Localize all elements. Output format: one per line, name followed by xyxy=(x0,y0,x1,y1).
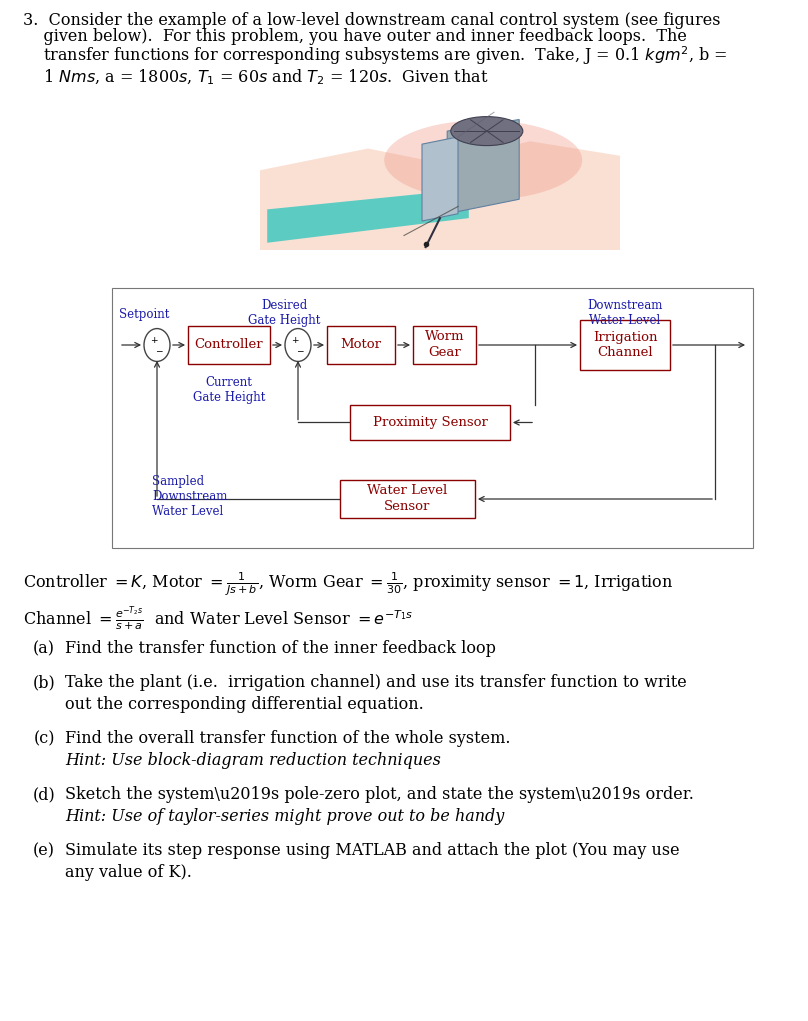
Text: given below).  For this problem, you have outer and inner feedback loops.  The: given below). For this problem, you have… xyxy=(23,28,687,45)
Text: (e): (e) xyxy=(33,842,55,859)
Text: Proximity Sensor: Proximity Sensor xyxy=(372,416,487,429)
Text: out the corresponding differential equation.: out the corresponding differential equat… xyxy=(65,696,423,713)
Polygon shape xyxy=(260,141,620,250)
Text: any value of K).: any value of K). xyxy=(65,864,191,881)
Text: 3.  Consider the example of a low-level downstream canal control system (see fig: 3. Consider the example of a low-level d… xyxy=(23,12,720,29)
Text: Take the plant (i.e.  irrigation channel) and use its transfer function to write: Take the plant (i.e. irrigation channel)… xyxy=(65,674,687,691)
Text: +: + xyxy=(150,336,158,345)
Polygon shape xyxy=(267,189,469,243)
Text: Find the overall transfer function of the whole system.: Find the overall transfer function of th… xyxy=(65,730,511,747)
Text: (c): (c) xyxy=(33,730,55,747)
Text: (d): (d) xyxy=(32,786,55,803)
FancyBboxPatch shape xyxy=(327,326,395,364)
Text: Channel $= \frac{e^{-T_2 s}}{s+a}$  and Water Level Sensor $= e^{-T_1 s}$: Channel $= \frac{e^{-T_2 s}}{s+a}$ and W… xyxy=(23,604,413,633)
Text: (b): (b) xyxy=(32,674,55,691)
Text: Hint: Use block-diagram reduction techniques: Hint: Use block-diagram reduction techni… xyxy=(65,752,441,769)
Text: +: + xyxy=(291,336,298,345)
Text: (a): (a) xyxy=(33,640,55,657)
Text: Find the transfer function of the inner feedback loop: Find the transfer function of the inner … xyxy=(65,640,496,657)
Text: Downstream
Water Level: Downstream Water Level xyxy=(587,299,663,327)
Text: Hint: Use of taylor-series might prove out to be handy: Hint: Use of taylor-series might prove o… xyxy=(65,808,504,825)
Text: −: − xyxy=(296,346,303,355)
Text: Current
Gate Height: Current Gate Height xyxy=(193,376,265,404)
Circle shape xyxy=(285,329,311,361)
Text: Setpoint: Setpoint xyxy=(119,308,170,321)
FancyBboxPatch shape xyxy=(413,326,476,364)
Text: Sketch the system\u2019s pole-zero plot, and state the system\u2019s order.: Sketch the system\u2019s pole-zero plot,… xyxy=(65,786,694,803)
Polygon shape xyxy=(447,119,520,213)
Text: transfer functions for corresponding subsystems are given.  Take, J = 0.1 $kgm^2: transfer functions for corresponding sub… xyxy=(23,44,727,66)
Polygon shape xyxy=(422,137,458,221)
FancyBboxPatch shape xyxy=(188,326,270,364)
Text: −: − xyxy=(154,346,162,355)
Text: Water Level
Sensor: Water Level Sensor xyxy=(368,485,448,514)
Circle shape xyxy=(144,329,170,361)
Text: Controller: Controller xyxy=(195,339,263,351)
Text: Irrigation
Channel: Irrigation Channel xyxy=(593,331,657,359)
FancyBboxPatch shape xyxy=(350,405,510,440)
FancyBboxPatch shape xyxy=(580,320,670,370)
Text: Worm
Gear: Worm Gear xyxy=(425,331,465,359)
FancyBboxPatch shape xyxy=(340,480,475,518)
Text: Motor: Motor xyxy=(340,339,381,351)
Text: Simulate its step response using MATLAB and attach the plot (You may use: Simulate its step response using MATLAB … xyxy=(65,842,680,859)
Text: 1 $Nms$, a = 1800$s$, $T_1$ = 60$s$ and $T_2$ = 120$s$.  Given that: 1 $Nms$, a = 1800$s$, $T_1$ = 60$s$ and … xyxy=(23,68,488,88)
Text: Sampled
Downstream
Water Level: Sampled Downstream Water Level xyxy=(152,475,227,518)
Ellipse shape xyxy=(384,120,583,200)
Text: Controller $= K$, Motor $= \frac{1}{Js+b}$, Worm Gear $= \frac{1}{30}$, proximit: Controller $= K$, Motor $= \frac{1}{Js+b… xyxy=(23,570,673,597)
Text: Desired
Gate Height: Desired Gate Height xyxy=(248,299,320,327)
Circle shape xyxy=(451,116,523,146)
